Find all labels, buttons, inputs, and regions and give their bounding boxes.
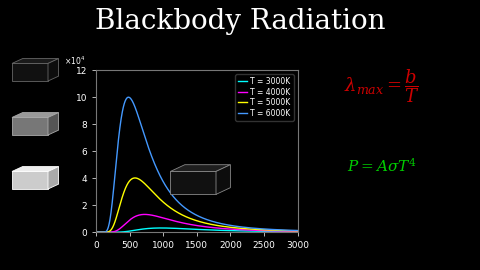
Legend: T = 3000K, T = 4000K, T = 5000K, T = 6000K: T = 3000K, T = 4000K, T = 5000K, T = 600… [235, 74, 294, 121]
T = 6000K [254, 227, 260, 230]
Line: T = 6000K: T = 6000K [96, 97, 298, 232]
T = 5000K [232, 226, 238, 230]
T = 5000K [94, 231, 99, 234]
T = 3000K [251, 230, 256, 233]
T = 4000K [93, 231, 99, 234]
T = 3000K [254, 230, 260, 233]
T = 4000K [142, 213, 147, 216]
Text: $\times 10^4$: $\times 10^4$ [64, 55, 85, 67]
T = 3000K [232, 229, 238, 232]
T = 4000K [295, 230, 300, 233]
T = 6000K [126, 96, 132, 99]
T = 3000K [114, 231, 120, 234]
T = 3000K [175, 227, 181, 230]
T = 4000K [182, 222, 188, 225]
T = 6000K [251, 227, 256, 230]
T = 6000K [114, 156, 120, 159]
T = 3000K [94, 231, 99, 234]
T = 5000K [295, 229, 300, 232]
T = 6000K [175, 200, 180, 203]
T = 6000K [182, 206, 188, 210]
T = 3000K [93, 231, 99, 234]
Text: $P = A\sigma T^4$: $P = A\sigma T^4$ [347, 157, 417, 174]
T = 4000K [114, 229, 120, 232]
T = 3000K [158, 226, 164, 230]
Text: $\lambda_{max} = \dfrac{b}{T}$: $\lambda_{max} = \dfrac{b}{T}$ [344, 68, 420, 105]
T = 4000K [251, 229, 256, 232]
T = 5000K [132, 176, 138, 180]
T = 4000K [232, 228, 238, 231]
T = 5000K [93, 231, 99, 234]
T = 4000K [175, 220, 181, 224]
T = 5000K [114, 214, 120, 217]
Text: Blackbody Radiation: Blackbody Radiation [95, 8, 385, 35]
T = 6000K [93, 231, 99, 234]
T = 5000K [251, 228, 256, 231]
T = 5000K [175, 211, 181, 214]
T = 3000K [295, 230, 300, 233]
T = 5000K [254, 228, 260, 231]
T = 3000K [182, 227, 188, 230]
Line: T = 3000K: T = 3000K [96, 228, 298, 232]
T = 4000K [254, 229, 260, 232]
T = 6000K [232, 224, 238, 228]
Line: T = 5000K: T = 5000K [96, 178, 298, 232]
T = 6000K [295, 229, 300, 232]
T = 4000K [94, 231, 99, 234]
Line: T = 4000K: T = 4000K [96, 214, 298, 232]
T = 5000K [182, 215, 188, 218]
